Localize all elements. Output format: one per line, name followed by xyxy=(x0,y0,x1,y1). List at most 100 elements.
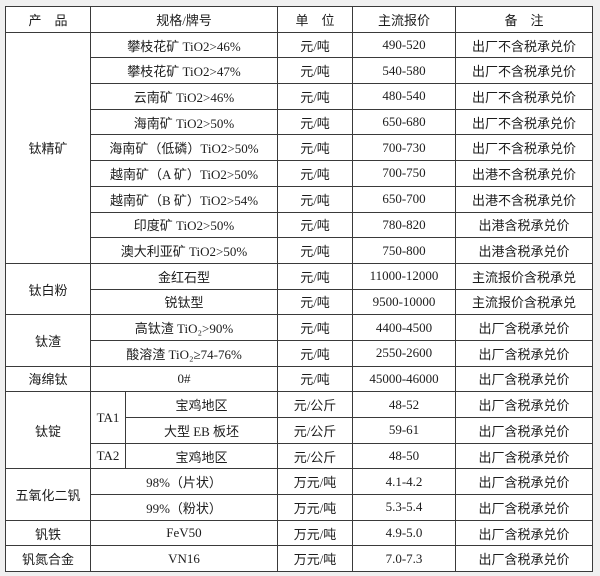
table-row: 钛锭 TA1 宝鸡地区 元/公斤 48-52 出厂含税承兑价 xyxy=(5,391,593,470)
table-row: 钒氮合金 VN16 万元/吨 7.0-7.3 出厂含税承兑价 xyxy=(5,545,593,573)
note-cell: 出厂含税承兑价 xyxy=(455,417,593,444)
table-row: 大型 EB 板坯 元/公斤 59-61 出厂含税承兑价 xyxy=(6,417,593,444)
spec-cell: 0# xyxy=(90,365,278,393)
table-row: 澳大利亚矿 TiO2>50% 元/吨 750-800 出港含税承兑价 xyxy=(6,237,593,264)
unit-cell: 元/吨 xyxy=(277,288,353,316)
spec-cell: 越南矿（A 矿）TiO2>50% xyxy=(90,160,278,187)
note-cell: 出厂含税承兑价 xyxy=(455,365,593,393)
unit-cell: 元/吨 xyxy=(277,211,353,239)
table-row: 钛渣 高钛渣 TiO₂>90% 元/吨 4400-4500 出厂含税承兑价 xyxy=(5,314,593,367)
note-cell: 出厂含税承兑价 xyxy=(455,519,593,547)
price-cell: 45000-46000 xyxy=(352,365,456,393)
unit-cell: 元/吨 xyxy=(277,339,353,367)
unit-cell: 元/吨 xyxy=(277,237,353,264)
price-cell: 750-800 xyxy=(352,237,456,264)
spec-cell: 大型 EB 板坯 xyxy=(125,417,278,444)
column-header-unit: 单 位 xyxy=(277,6,353,33)
unit-cell: 元/吨 xyxy=(277,262,353,290)
unit-cell: 元/公斤 xyxy=(277,391,353,418)
note-cell: 出港含税承兑价 xyxy=(455,211,593,239)
table-row: TA2 宝鸡地区 元/公斤 48-50 出厂含税承兑价 xyxy=(6,442,593,470)
price-cell: 4400-4500 xyxy=(352,314,456,341)
spec-cell: 金红石型 xyxy=(90,262,278,290)
spec-cell: 海南矿 TiO2>50% xyxy=(90,108,278,136)
note-cell: 出港含税承兑价 xyxy=(455,237,593,264)
column-header-note: 备 注 xyxy=(455,6,593,33)
note-cell: 出厂不含税承兑价 xyxy=(455,108,593,136)
unit-cell: 万元/吨 xyxy=(277,519,353,547)
table-row: 酸溶渣 TiO₂≥74-76% 元/吨 2550-2600 出厂含税承兑价 xyxy=(6,339,593,367)
price-cell: 480-540 xyxy=(352,83,456,110)
spec-cell: 澳大利亚矿 TiO2>50% xyxy=(90,237,278,264)
spec-cell: 锐钛型 xyxy=(90,288,278,316)
table-row: 钒铁 FeV50 万元/吨 4.9-5.0 出厂含税承兑价 xyxy=(5,519,593,547)
price-cell: 48-52 xyxy=(352,391,456,418)
unit-cell: 元/吨 xyxy=(277,108,353,136)
note-cell: 出厂不含税承兑价 xyxy=(455,31,593,59)
price-cell: 11000-12000 xyxy=(352,262,456,290)
note-cell: 出厂含税承兑价 xyxy=(455,314,593,341)
column-header-spec: 规格/牌号 xyxy=(90,6,278,33)
unit-cell: 元/吨 xyxy=(277,83,353,110)
spec-cell: 云南矿 TiO2>46% xyxy=(90,83,278,110)
price-cell: 700-750 xyxy=(352,160,456,187)
table-row: 钛白粉 金红石型 元/吨 11000-12000 主流报价含税承兑 xyxy=(5,262,593,316)
price-cell: 2550-2600 xyxy=(352,339,456,367)
price-cell: 9500-10000 xyxy=(352,288,456,316)
note-cell: 出港不含税承兑价 xyxy=(455,160,593,187)
table-row: 海绵钛 0# 元/吨 45000-46000 出厂含税承兑价 xyxy=(5,365,593,393)
product-cell: 钒铁 xyxy=(5,519,91,547)
table-row: 五氧化二钒 98%（片状） 万元/吨 4.1-4.2 出厂含税承兑价 xyxy=(5,468,593,521)
spec-cell: 印度矿 TiO2>50% xyxy=(90,211,278,239)
note-cell: 主流报价含税承兑 xyxy=(455,288,593,316)
table-row: 攀枝花矿 TiO2>47% 元/吨 540-580 出厂不含税承兑价 xyxy=(6,57,593,85)
spec-cell: 宝鸡地区 xyxy=(125,391,278,418)
spec-cell: 宝鸡地区 xyxy=(125,442,278,470)
product-cell: 钛白粉 xyxy=(5,262,91,316)
unit-cell: 元/公斤 xyxy=(277,442,353,470)
spec-cell: 海南矿（低磷）TiO2>50% xyxy=(90,134,278,162)
grade-cell: TA2 xyxy=(90,442,126,470)
unit-cell: 元/吨 xyxy=(277,31,353,59)
table-row: 钛精矿 攀枝花矿 TiO2>46% 元/吨 490-520 出厂不含税承兑价 xyxy=(5,31,593,264)
price-cell: 540-580 xyxy=(352,57,456,85)
price-cell: 4.9-5.0 xyxy=(352,519,456,547)
unit-cell: 万元/吨 xyxy=(277,468,353,496)
note-cell: 出厂含税承兑价 xyxy=(455,442,593,470)
price-cell: 5.3-5.4 xyxy=(352,494,456,521)
product-cell: 钛锭 xyxy=(5,391,91,470)
unit-cell: 元/吨 xyxy=(277,57,353,85)
spec-cell: 98%（片状） xyxy=(90,468,278,496)
product-cell: 钛精矿 xyxy=(5,31,91,264)
note-cell: 出厂含税承兑价 xyxy=(455,545,593,573)
unit-cell: 元/公斤 xyxy=(277,417,353,444)
spec-cell: VN16 xyxy=(90,545,278,573)
table-row: 海南矿 TiO2>50% 元/吨 650-680 出厂不含税承兑价 xyxy=(6,108,593,136)
note-cell: 出港不含税承兑价 xyxy=(455,185,593,213)
product-cell: 五氧化二钒 xyxy=(5,468,91,521)
note-cell: 出厂含税承兑价 xyxy=(455,339,593,367)
table-row: 越南矿（A 矿）TiO2>50% 元/吨 700-750 出港不含税承兑价 xyxy=(6,160,593,187)
spec-cell: 高钛渣 TiO₂>90% xyxy=(90,314,278,341)
product-cell: 钛渣 xyxy=(5,314,91,367)
price-cell: 4.1-4.2 xyxy=(352,468,456,496)
product-cell: 海绵钛 xyxy=(5,365,91,393)
note-cell: 出厂含税承兑价 xyxy=(455,391,593,418)
price-table: 产 品 规格/牌号 单 位 主流报价 备 注 钛精矿 攀枝花矿 TiO2>46%… xyxy=(5,6,593,573)
table-row: 锐钛型 元/吨 9500-10000 主流报价含税承兑 xyxy=(6,288,593,316)
unit-cell: 元/吨 xyxy=(277,134,353,162)
table-row: 海南矿（低磷）TiO2>50% 元/吨 700-730 出厂不含税承兑价 xyxy=(6,134,593,162)
note-cell: 出厂不含税承兑价 xyxy=(455,57,593,85)
column-header-product: 产 品 xyxy=(5,6,91,33)
spec-cell: 攀枝花矿 TiO2>46% xyxy=(90,31,278,59)
price-cell: 650-700 xyxy=(352,185,456,213)
grade-cell: TA1 xyxy=(90,391,126,444)
unit-cell: 万元/吨 xyxy=(277,494,353,521)
price-cell: 780-820 xyxy=(352,211,456,239)
note-cell: 主流报价含税承兑 xyxy=(455,262,593,290)
spec-cell: 攀枝花矿 TiO2>47% xyxy=(90,57,278,85)
table-row: 印度矿 TiO2>50% 元/吨 780-820 出港含税承兑价 xyxy=(6,211,593,239)
price-cell: 490-520 xyxy=(352,31,456,59)
spec-cell: 酸溶渣 TiO₂≥74-76% xyxy=(90,339,278,367)
